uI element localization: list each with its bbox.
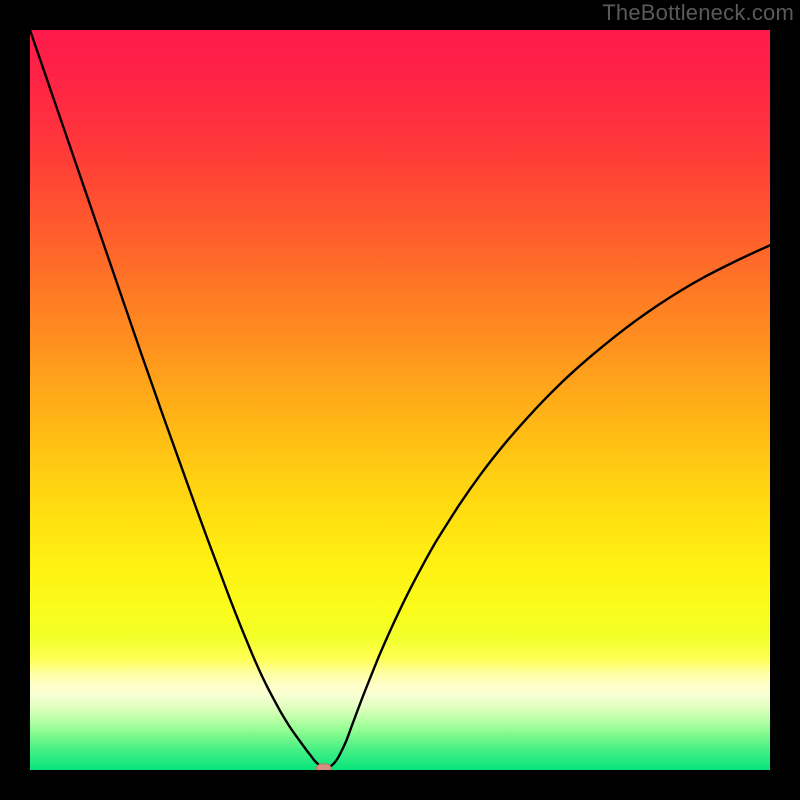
chart-frame: TheBottleneck.com xyxy=(0,0,800,800)
plot-area xyxy=(30,30,770,770)
gradient-background xyxy=(30,30,770,770)
watermark-text: TheBottleneck.com xyxy=(602,0,794,26)
plot-svg xyxy=(30,30,770,770)
optimal-point-marker xyxy=(316,764,331,770)
